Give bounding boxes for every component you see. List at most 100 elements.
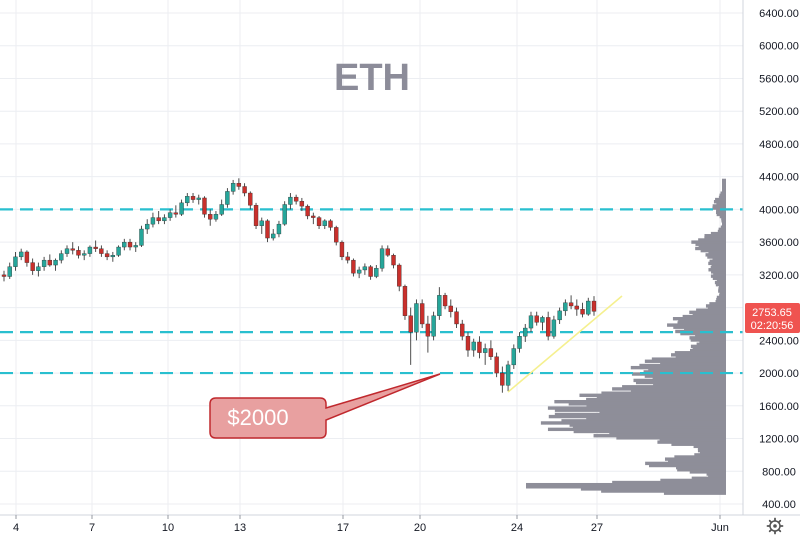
- volume-bar: [678, 319, 726, 323]
- volume-bar: [718, 289, 726, 293]
- volume-bar: [547, 427, 726, 432]
- candle-body: [334, 227, 339, 243]
- candle-body: [276, 223, 282, 235]
- volume-bar: [668, 459, 726, 463]
- candle-body: [299, 201, 305, 207]
- candle-body: [104, 253, 110, 258]
- volume-bar: [710, 274, 726, 278]
- candle-body: [173, 212, 179, 215]
- candle-body: [230, 183, 236, 192]
- volume-bar: [715, 299, 726, 304]
- volume-bar: [548, 414, 726, 419]
- candle-body: [374, 268, 379, 277]
- volume-bar: [657, 440, 726, 444]
- volume-bar: [716, 210, 726, 215]
- candle-body: [47, 259, 53, 266]
- volume-bar: [643, 370, 726, 374]
- volume-bar: [707, 306, 726, 310]
- candle-body: [30, 262, 35, 271]
- x-tick-label: 24: [511, 522, 523, 534]
- candle-body: [442, 295, 448, 307]
- volume-bar: [722, 182, 726, 187]
- candle-body: [19, 251, 24, 258]
- candle-body: [248, 192, 253, 206]
- volume-bar: [547, 406, 726, 410]
- volume-bar: [710, 265, 726, 270]
- candle-body: [116, 246, 121, 256]
- volume-bar: [692, 346, 726, 351]
- volume-bar: [722, 223, 726, 227]
- volume-bar: [689, 470, 726, 474]
- candle-body: [402, 286, 408, 316]
- volume-bar: [693, 444, 726, 449]
- volume-bar: [691, 476, 726, 480]
- volume-bar: [667, 323, 726, 327]
- volume-bar: [674, 455, 726, 459]
- volume-bar: [672, 317, 726, 321]
- volume-bar: [718, 195, 726, 200]
- volume-bar: [716, 212, 726, 217]
- candle-body: [311, 215, 316, 218]
- last-price-tag-bg: [745, 303, 800, 333]
- candle-body: [219, 204, 224, 215]
- candle-body: [425, 323, 431, 337]
- volume-bar: [635, 380, 726, 385]
- callout-box: [209, 373, 441, 439]
- volume-bar: [601, 391, 726, 395]
- volume-bar: [704, 236, 726, 240]
- volume-bar: [586, 404, 726, 408]
- volume-bar: [695, 246, 726, 251]
- volume-bar: [648, 463, 726, 468]
- volume-bar: [705, 253, 726, 257]
- candle-body: [454, 311, 459, 325]
- volume-bar: [708, 261, 726, 266]
- candle-body: [465, 336, 471, 351]
- volume-bar: [526, 485, 726, 489]
- x-tick-label: 27: [591, 522, 603, 534]
- volume-bar: [633, 378, 726, 383]
- volume-bar: [596, 395, 726, 400]
- candle-body: [225, 191, 230, 205]
- candle-body: [574, 305, 579, 310]
- volume-bar: [671, 353, 726, 357]
- volume-bar: [599, 410, 726, 415]
- volume-bar: [689, 310, 726, 315]
- volume-bar: [691, 240, 726, 244]
- volume-bar: [664, 457, 726, 461]
- volume-bar: [722, 189, 726, 193]
- candle-body: [293, 196, 299, 202]
- candle-body: [93, 246, 98, 249]
- candle-body: [64, 248, 70, 254]
- candle-body: [133, 245, 138, 248]
- volume-bar: [698, 238, 726, 242]
- volume-bar: [711, 263, 726, 268]
- volume-bar: [526, 482, 726, 487]
- volume-bar: [713, 199, 726, 204]
- candle-body: [437, 295, 442, 316]
- volume-bar: [630, 365, 726, 370]
- candle-body: [414, 303, 419, 333]
- volume-bar: [720, 191, 726, 195]
- settings-gear-icon[interactable]: [766, 517, 784, 535]
- volume-bar: [692, 312, 726, 317]
- volume-bar: [708, 268, 726, 272]
- candle-body: [328, 220, 333, 228]
- volume-bar: [722, 185, 726, 189]
- volume-bar: [705, 304, 726, 308]
- volume-bar: [622, 385, 726, 389]
- volume-bar: [651, 357, 726, 361]
- volume-bar: [580, 487, 726, 491]
- candle-body: [87, 246, 93, 254]
- candle-body: [362, 266, 368, 271]
- candle-body: [282, 204, 287, 225]
- volume-bar: [698, 244, 726, 249]
- candle-body: [1, 274, 7, 277]
- volume-bar: [718, 285, 726, 289]
- chart-title: ETH: [334, 57, 410, 99]
- volume-bar: [690, 348, 726, 353]
- y-tick-label: 6000.00: [759, 41, 799, 53]
- volume-bar: [601, 489, 726, 493]
- candle-body: [167, 212, 173, 218]
- volume-bar: [676, 465, 726, 470]
